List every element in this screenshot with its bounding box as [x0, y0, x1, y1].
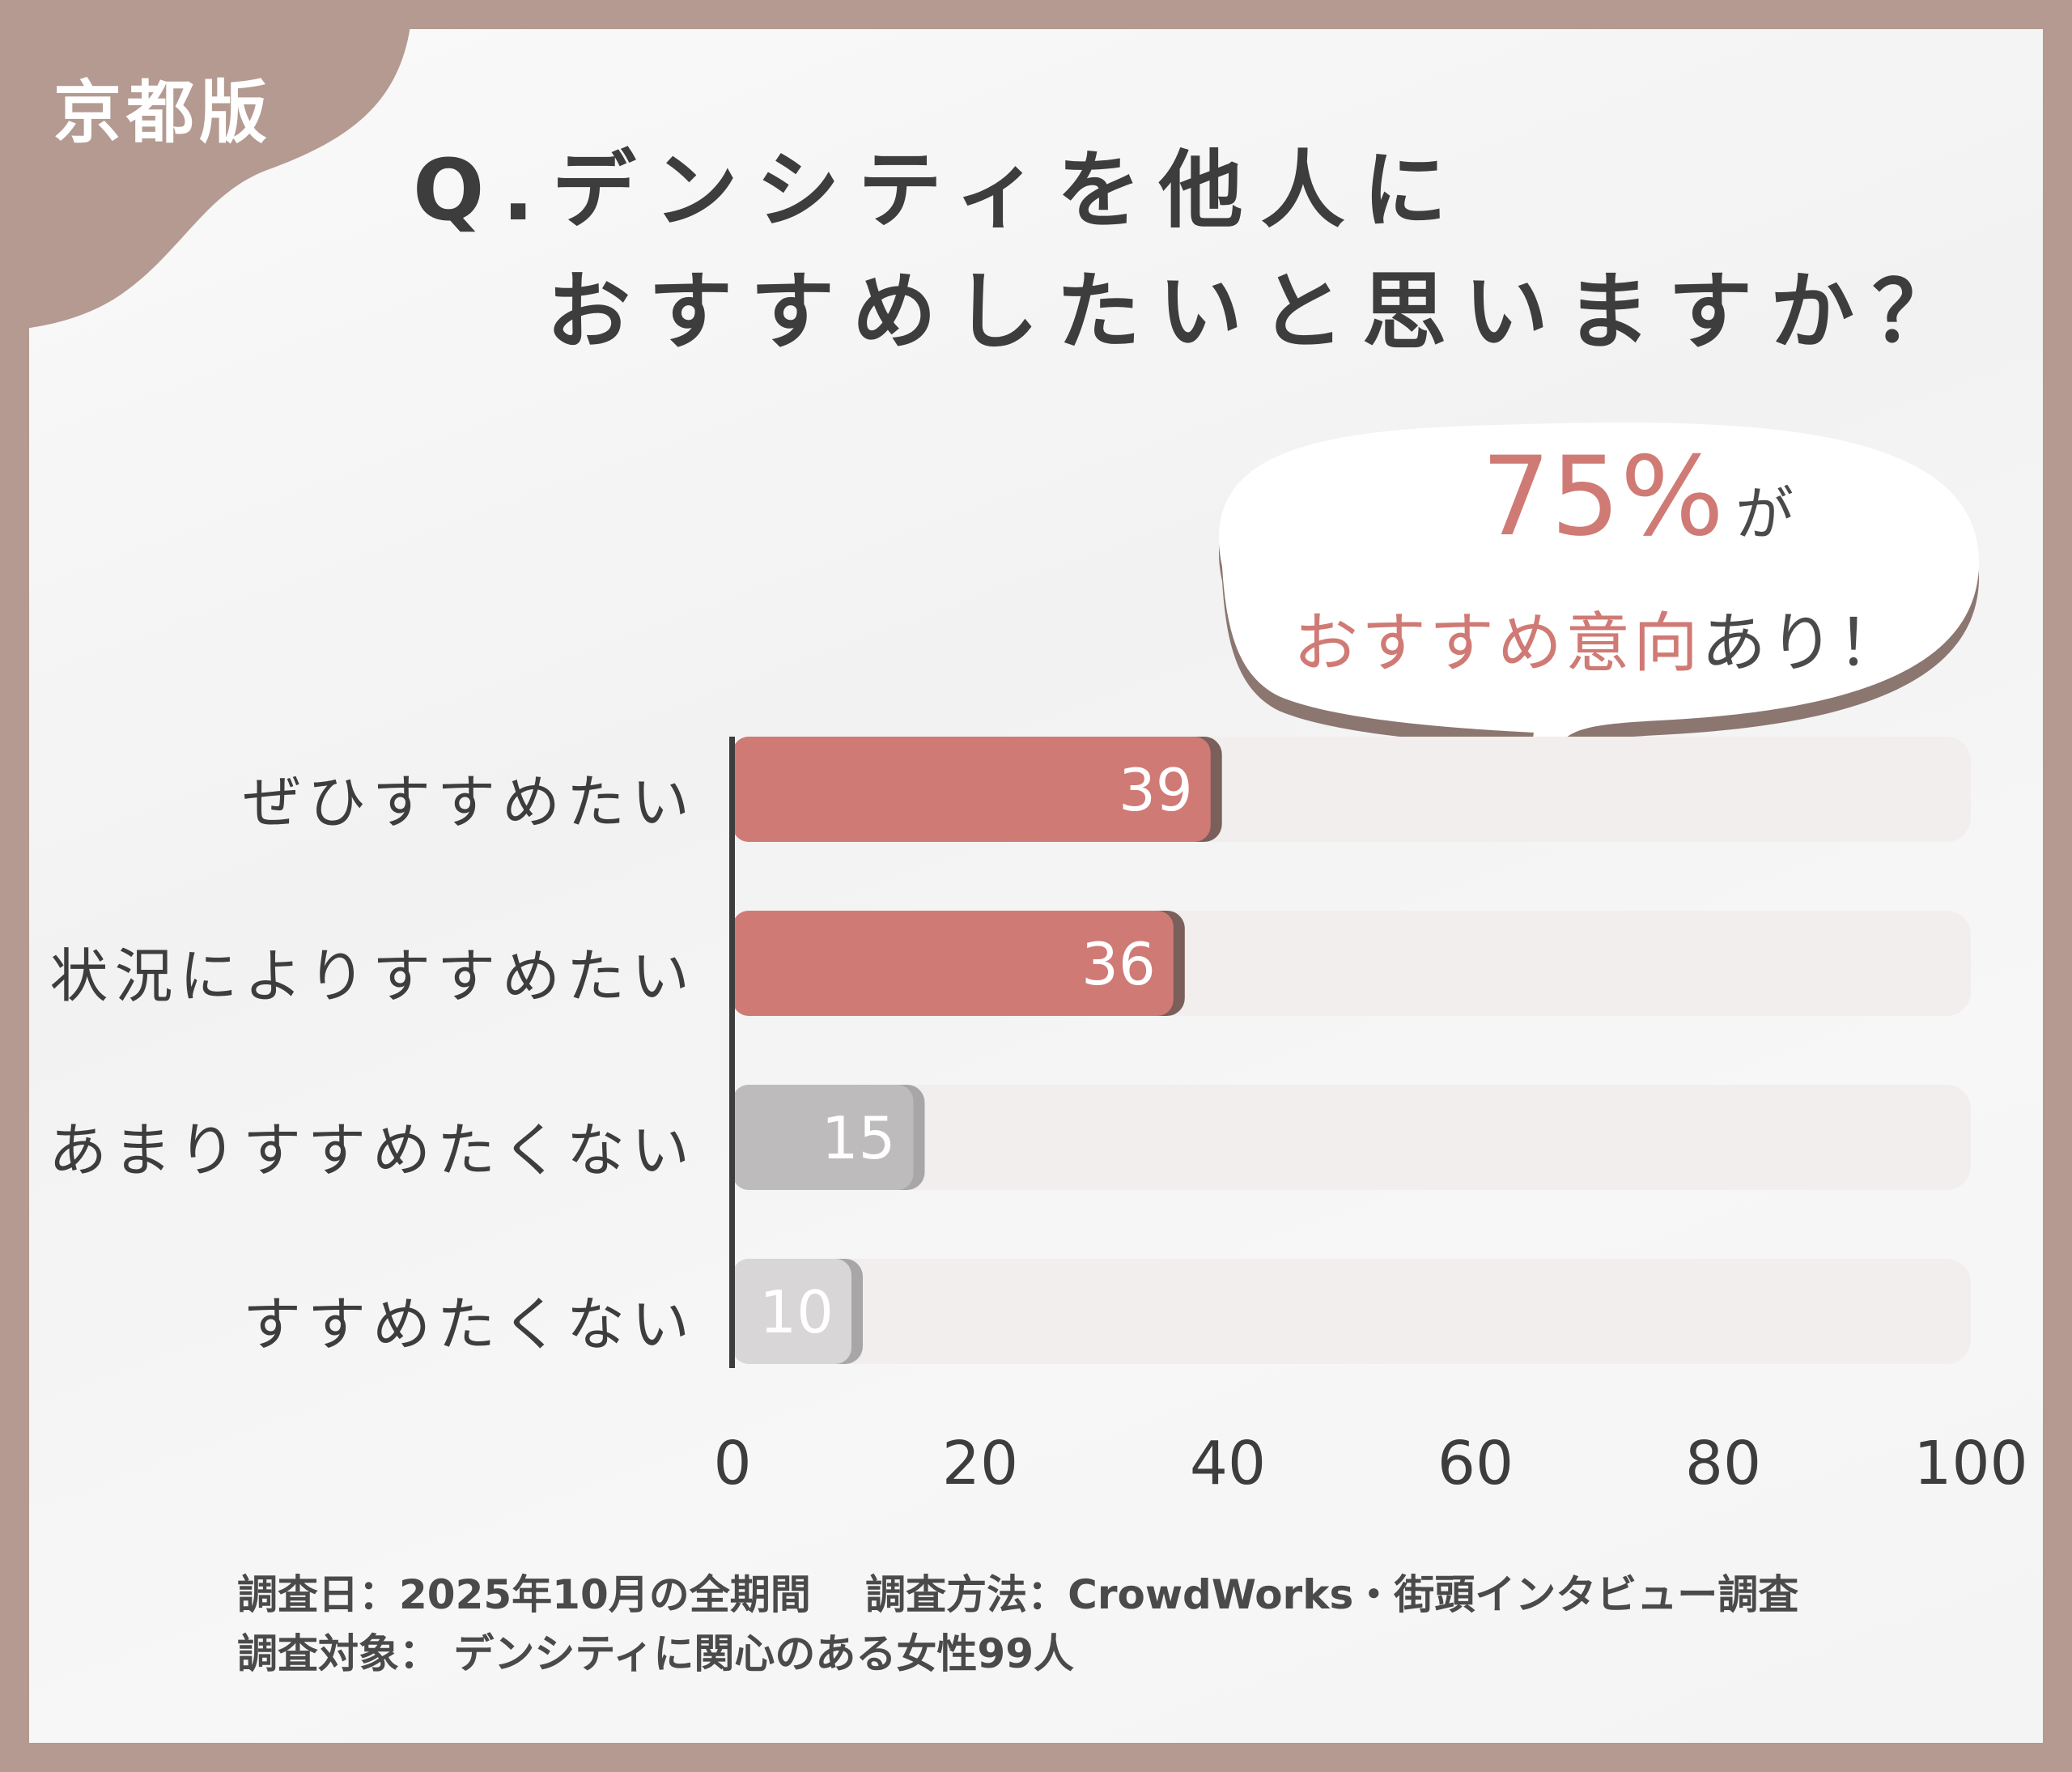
callout-highlight: おすすめ意向: [1293, 606, 1701, 681]
category-label: あまりすすめたくない: [48, 1116, 696, 1184]
callout-suffix: が: [1735, 480, 1794, 548]
speech-bubble: [1218, 422, 1980, 833]
title-line-2: おすすめしたいと思いますか？: [546, 262, 1975, 361]
y-axis-line: [729, 737, 735, 1368]
footer-survey-info: 調査日：2025年10月の全期間 調査方法：CrowdWorks・街頭インタビュ…: [237, 1571, 1799, 1618]
x-tick-label: 40: [1189, 1429, 1267, 1498]
category-label: すすめたくない: [242, 1290, 696, 1358]
edition-label: 京都版: [53, 73, 273, 152]
x-tick-label: 60: [1437, 1429, 1514, 1498]
bar-value-label: 15: [822, 1104, 896, 1172]
callout-percent: 75%: [1481, 433, 1725, 560]
category-label: 状況によりすすめたい: [49, 942, 696, 1010]
bar: [732, 737, 1211, 842]
bar: [732, 911, 1174, 1016]
callout-rest: あり！: [1701, 606, 1905, 681]
x-tick-label: 80: [1684, 1429, 1762, 1498]
x-tick-label: 100: [1913, 1429, 2028, 1498]
bar-value-label: 10: [759, 1278, 834, 1346]
x-tick-label: 0: [713, 1429, 752, 1498]
x-tick-label: 20: [941, 1429, 1019, 1498]
bar-value-label: 36: [1081, 930, 1156, 998]
bar: [732, 1085, 914, 1190]
callout-line1: 75% が: [1481, 433, 1794, 560]
footer-survey-target: 調査対象： デンシティに関心のある女性99人: [237, 1630, 1074, 1677]
callout-line2: おすすめ意向あり！: [1293, 591, 1905, 685]
bar-value-label: 39: [1119, 756, 1193, 824]
bar: [732, 1259, 851, 1364]
infographic-panel: [29, 29, 2043, 1743]
title-line-1: Q.デンシティを他人に: [413, 141, 1465, 240]
bar-track: [732, 1259, 1971, 1364]
category-label: ぜひすすめたい: [242, 768, 696, 836]
bar-track: [732, 1085, 1971, 1190]
corner-decoration: [0, 0, 413, 332]
